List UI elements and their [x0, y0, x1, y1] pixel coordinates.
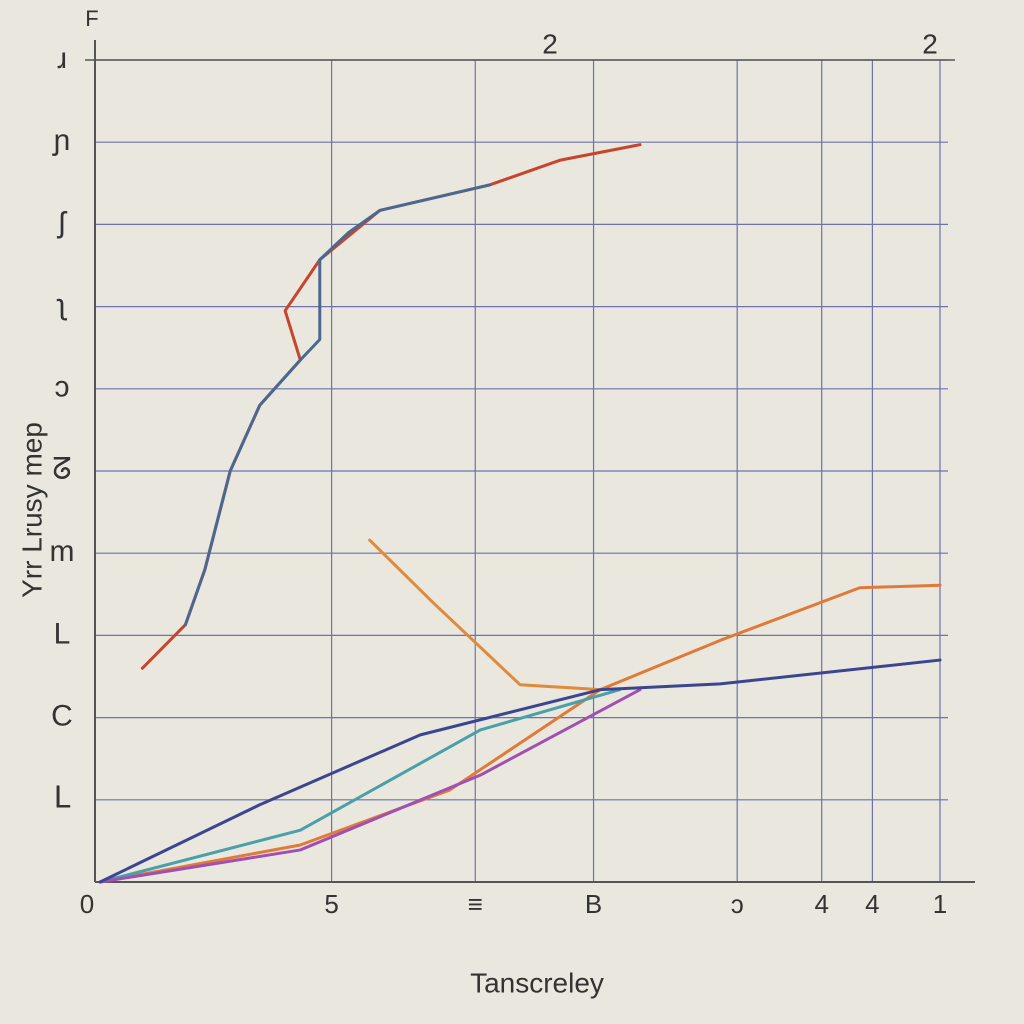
series-line — [98, 658, 942, 884]
x-tick-label: 4 — [865, 889, 879, 919]
x-tick-label: B — [585, 889, 602, 919]
x-tick-label: ≡ — [468, 889, 483, 919]
y-tick-label: ɔ — [55, 371, 70, 404]
x-tick-label: ɔ — [731, 889, 744, 919]
y-tick-label: ᘔ — [52, 453, 71, 486]
y-tick-label: m — [50, 535, 75, 568]
y-tick-label: L — [54, 617, 71, 650]
series-line — [98, 688, 622, 884]
x-tick-label: 4 — [814, 889, 828, 919]
series-line — [98, 688, 642, 884]
series-line — [183, 183, 492, 627]
y-axis-label: Yrr Lrusy mep — [16, 422, 47, 598]
x-axis-label: Tanscreley — [470, 967, 604, 998]
annotation: 2 — [542, 28, 558, 59]
x-tick-label: 0 — [80, 889, 94, 919]
y-tick-label: ʅ — [57, 289, 68, 322]
annotation: 2 — [922, 28, 938, 59]
chart-title: F — [85, 6, 98, 31]
y-tick-label: ɲ — [52, 124, 71, 157]
x-tick-label: 5 — [324, 889, 338, 919]
y-tick-label: ɹ — [57, 42, 67, 75]
x-tick-label: 1 — [933, 889, 947, 919]
y-tick-label: ʃ — [57, 206, 68, 239]
y-tick-label: ᒪ — [54, 782, 71, 815]
y-tick-label: C — [51, 700, 73, 733]
series-line — [368, 538, 602, 692]
